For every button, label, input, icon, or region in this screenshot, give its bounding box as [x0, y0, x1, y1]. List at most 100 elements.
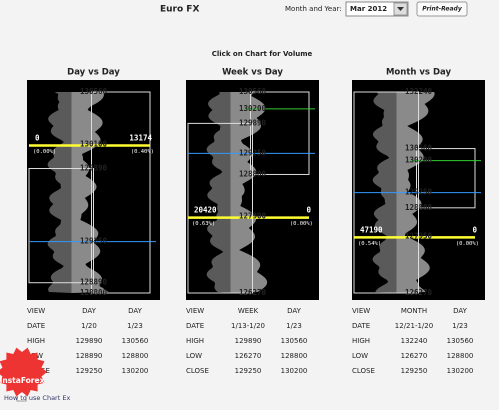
panel-title: Month vs Day [386, 68, 452, 78]
table-cell: 129250 [76, 367, 103, 375]
table-cell: 132240 [401, 337, 428, 345]
table-cell: 130560 [122, 337, 149, 345]
table-row-label: DATE [27, 322, 45, 330]
day-range [416, 148, 476, 209]
price-label: 128800 [80, 288, 108, 297]
table-cell: 1/20 [81, 322, 97, 330]
instruction: Click on Chart for Volume [212, 50, 313, 58]
logo-badge [0, 347, 47, 397]
volume-profile [71, 92, 109, 293]
price-label: 127950 [405, 231, 433, 240]
panel-title: Day vs Day [67, 68, 120, 78]
price-label: 128890 [80, 278, 108, 287]
table-cell: DAY [287, 307, 302, 315]
table-cell: 1/23 [452, 322, 468, 330]
right-volume: 13174 [129, 134, 152, 143]
price-label: 129890 [80, 164, 108, 173]
table-cell: 1/13-1/20 [231, 322, 265, 330]
left-volume-pct: (0.63%) [192, 221, 215, 227]
table-cell: DAY [128, 307, 143, 315]
table-row-label: HIGH [352, 337, 370, 345]
left-volume: 0 [35, 134, 40, 143]
compare-range [187, 122, 253, 294]
table-cell: 1/23 [127, 322, 143, 330]
logo-text: InstaForex [0, 376, 45, 385]
table-cell: 128800 [447, 352, 474, 360]
right-volume-pct: (0.00%) [290, 221, 313, 227]
day-range [91, 91, 151, 294]
volume-profile [47, 92, 72, 293]
table-row-label: DATE [186, 322, 204, 330]
table-cell: DAY [453, 307, 468, 315]
price-label: 127900 [239, 212, 267, 221]
logo: InstaForex [0, 347, 47, 397]
price-label: 129250 [239, 148, 267, 157]
table-row-label: VIEW [186, 307, 204, 315]
print-button-label: Print-Ready [422, 6, 463, 13]
month-value: Mar 2012 [350, 5, 387, 13]
left-volume-pct: (0.00%) [33, 149, 56, 155]
table-cell: 12/21-1/20 [395, 322, 433, 330]
compare-range [28, 168, 94, 284]
table-row-label: HIGH [186, 337, 204, 345]
page-title: Euro FX [160, 5, 199, 15]
right-volume: 0 [306, 206, 311, 215]
table-cell: 129250 [401, 367, 428, 375]
price-label: 130200 [239, 104, 267, 113]
volume-profile [206, 92, 231, 293]
table-cell: 128800 [122, 352, 149, 360]
table-cell: WEEK [238, 307, 259, 315]
table-cell: 129890 [76, 337, 103, 345]
table-cell: 130560 [281, 337, 308, 345]
price-label: 130200 [405, 156, 433, 165]
table-row-label: DATE [352, 322, 370, 330]
table-row-label: VIEW [352, 307, 370, 315]
price-label: 126270 [239, 288, 267, 297]
table-cell: 126270 [235, 352, 262, 360]
left-volume: 20420 [194, 206, 217, 215]
table-cell: 130200 [122, 367, 149, 375]
table-cell: 128800 [281, 352, 308, 360]
help-link[interactable]: How to use Chart Ex [4, 394, 70, 402]
print-button[interactable] [416, 1, 468, 17]
table-row-label: LOW [186, 352, 202, 360]
table-cell: 130200 [281, 367, 308, 375]
table-cell: MONTH [401, 307, 427, 315]
volume-profile [230, 92, 268, 293]
month-label: Month and Year: [285, 5, 342, 13]
day-range [250, 91, 310, 175]
volume-profile [396, 92, 435, 293]
table-cell: DAY [82, 307, 97, 315]
price-label: 126270 [405, 288, 433, 297]
table-row-label: LOW [352, 352, 368, 360]
table-cell: 130200 [447, 367, 474, 375]
price-label: 129250 [405, 188, 433, 197]
arrow-icon [397, 7, 404, 11]
price-label: 129890 [239, 118, 267, 127]
price-label: 128800 [239, 169, 267, 178]
price-label: 130560 [80, 87, 108, 96]
price-label: 130560 [239, 87, 267, 96]
table-cell: 130560 [447, 337, 474, 345]
table-row-label: VIEW [27, 307, 45, 315]
price-label: 130560 [405, 144, 433, 153]
price-label: 129250 [80, 237, 108, 246]
right-volume: 0 [472, 225, 477, 234]
price-label: 130100 [80, 140, 108, 149]
price-label: 132240 [405, 87, 433, 96]
table-cell: 126270 [401, 352, 428, 360]
panel-title: Week vs Day [222, 68, 283, 78]
table-row-label: CLOSE [186, 367, 209, 375]
table-row-label: HIGH [27, 337, 45, 345]
table-row-label: CLOSE [352, 367, 375, 375]
table-cell: 128890 [76, 352, 103, 360]
right-volume-pct: (0.40%) [131, 149, 154, 155]
table-cell: 129250 [235, 367, 262, 375]
left-volume: 47190 [360, 225, 383, 234]
table-cell: 129890 [235, 337, 262, 345]
right-volume-pct: (0.00%) [456, 241, 479, 247]
table-cell: 1/23 [286, 322, 302, 330]
month-select[interactable] [345, 1, 409, 17]
price-label: 128800 [405, 203, 433, 212]
